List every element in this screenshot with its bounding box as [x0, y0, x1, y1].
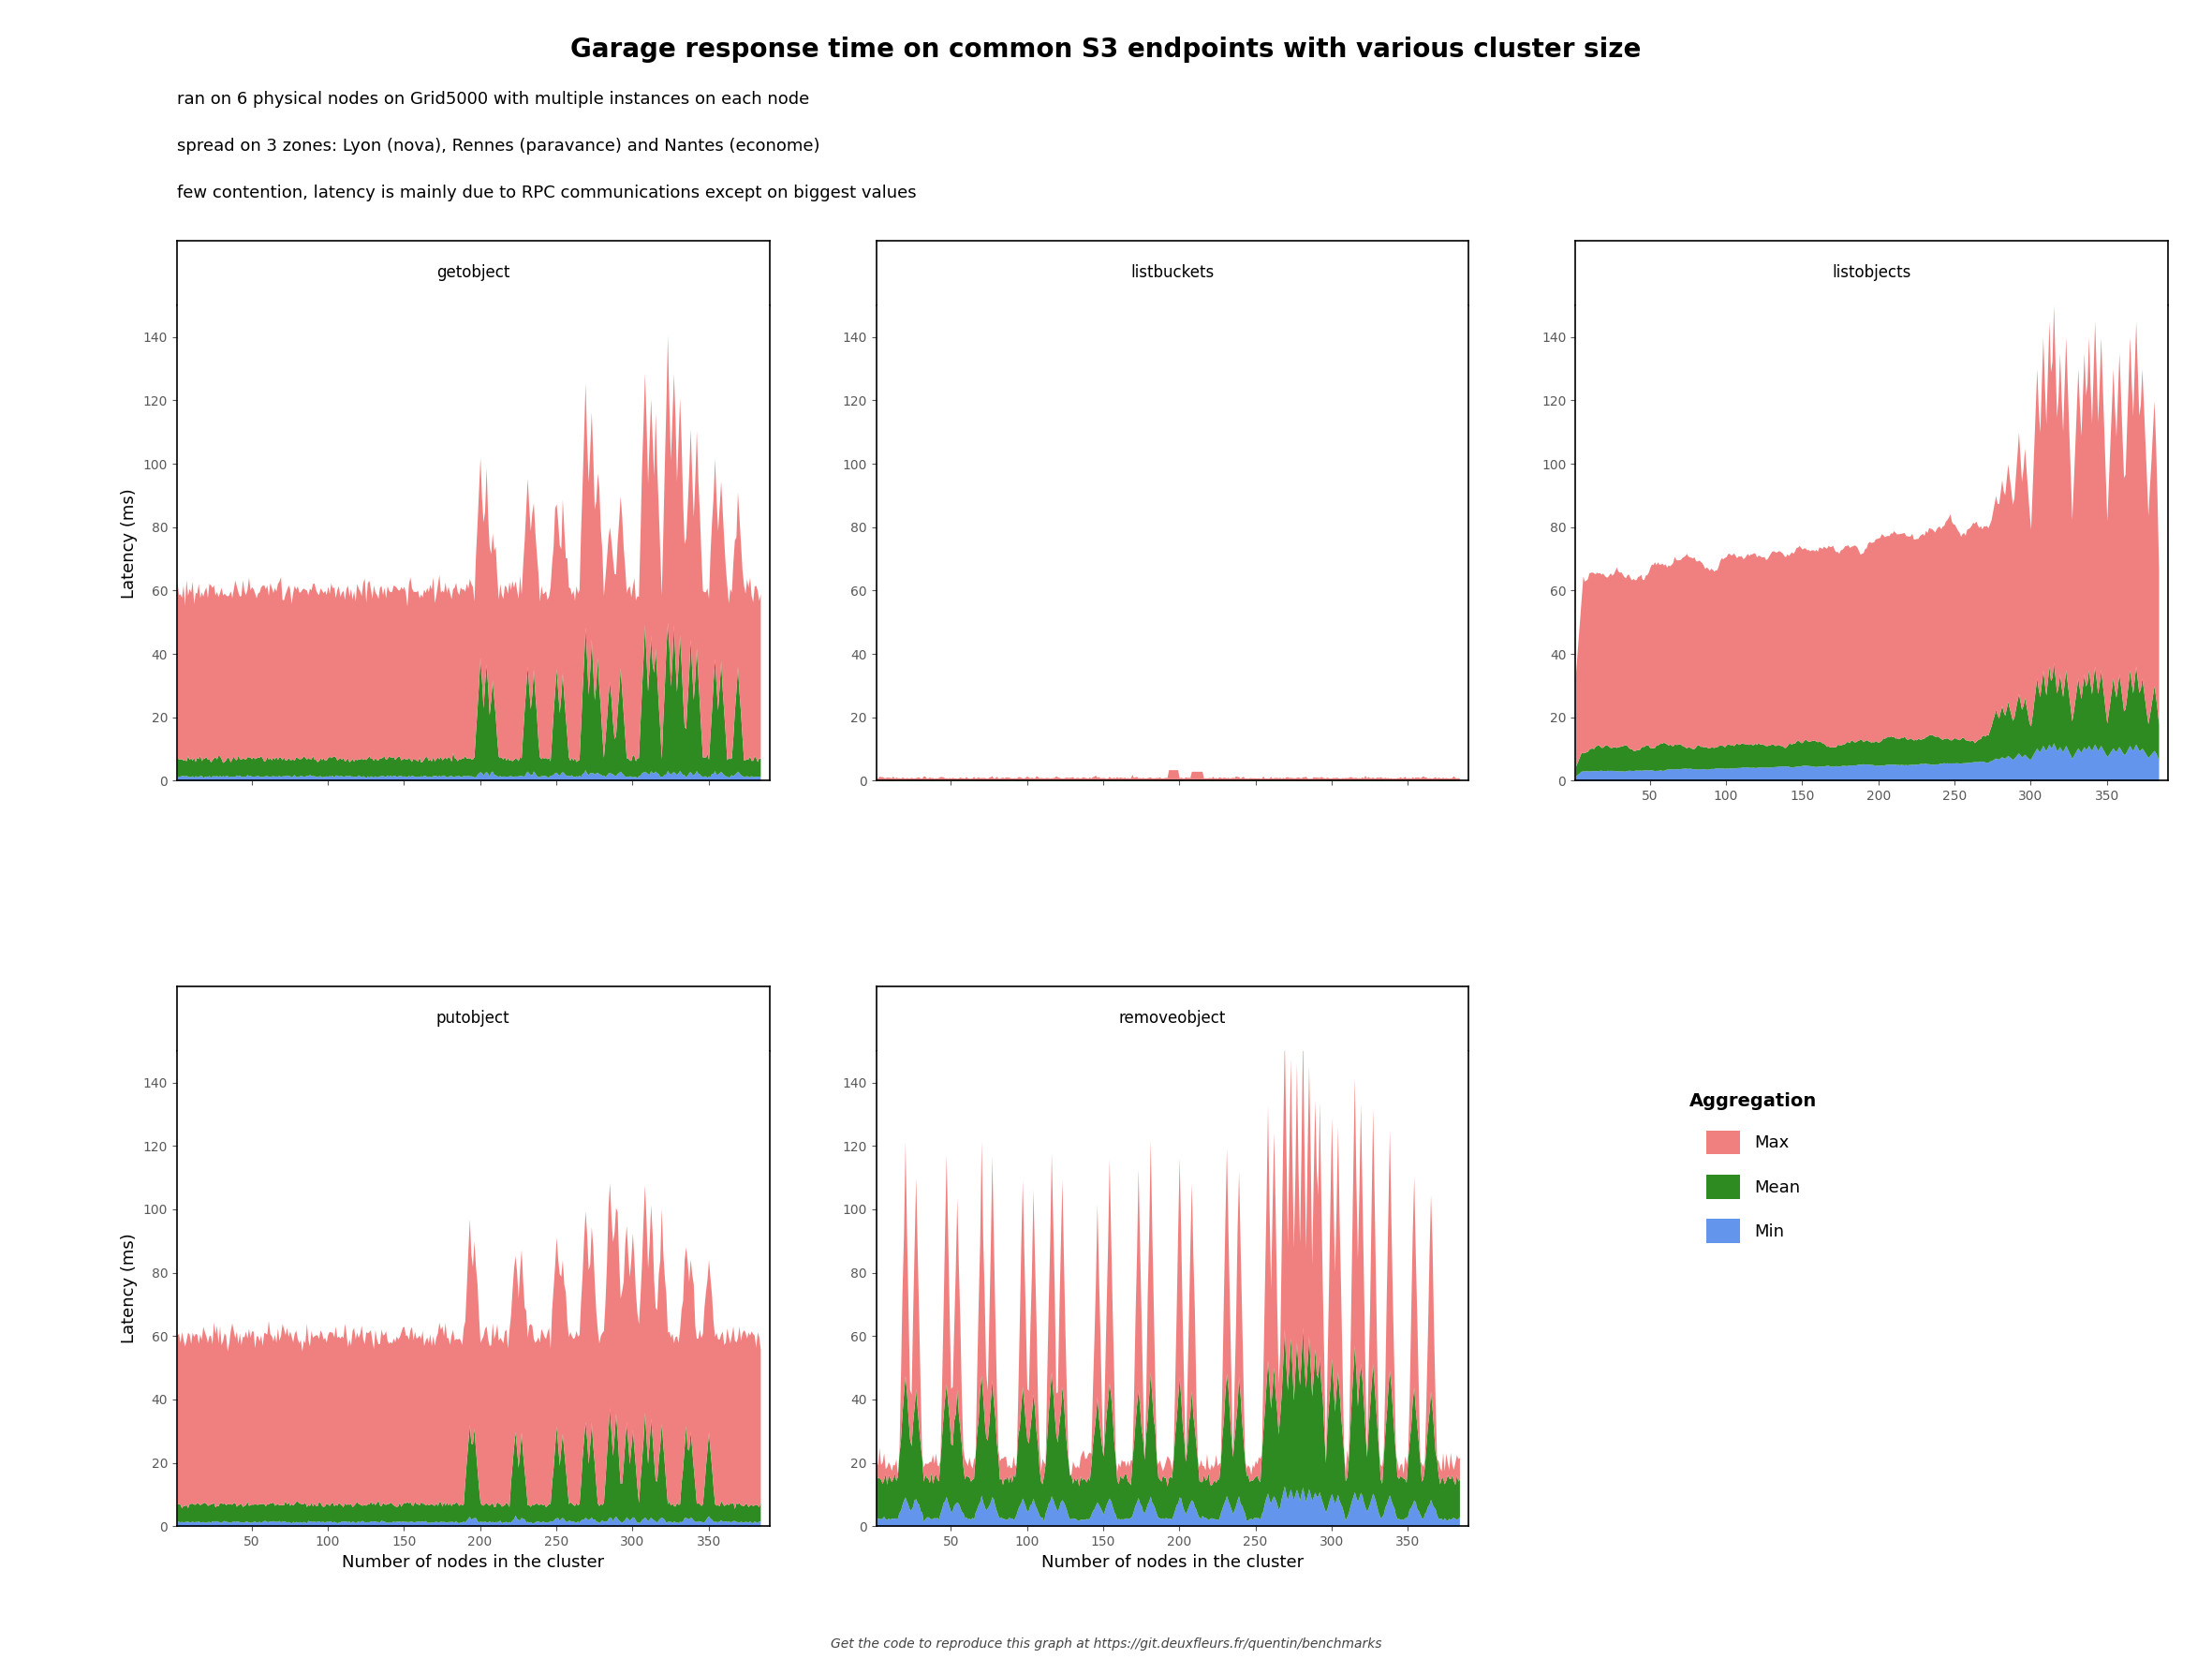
Text: spread on 3 zones: Lyon (nova), Rennes (paravance) and Nantes (econome): spread on 3 zones: Lyon (nova), Rennes (…	[177, 138, 821, 154]
Text: Garage response time on common S3 endpoints with various cluster size: Garage response time on common S3 endpoi…	[571, 36, 1641, 63]
Y-axis label: Latency (ms): Latency (ms)	[122, 1233, 137, 1344]
Legend: Max, Mean, Min: Max, Mean, Min	[1672, 1075, 1834, 1259]
Text: Get the code to reproduce this graph at https://git.deuxfleurs.fr/quentin/benchm: Get the code to reproduce this graph at …	[830, 1637, 1382, 1651]
X-axis label: Number of nodes in the cluster: Number of nodes in the cluster	[343, 1554, 604, 1571]
Text: few contention, latency is mainly due to RPC communications except on biggest va: few contention, latency is mainly due to…	[177, 184, 916, 201]
Text: listbuckets: listbuckets	[1130, 264, 1214, 282]
Text: getobject: getobject	[436, 264, 511, 282]
Text: listobjects: listobjects	[1832, 264, 1911, 282]
Y-axis label: Latency (ms): Latency (ms)	[122, 488, 137, 599]
Text: putobject: putobject	[436, 1010, 511, 1027]
Text: removeobject: removeobject	[1119, 1010, 1225, 1027]
Text: ran on 6 physical nodes on Grid5000 with multiple instances on each node: ran on 6 physical nodes on Grid5000 with…	[177, 91, 810, 108]
X-axis label: Number of nodes in the cluster: Number of nodes in the cluster	[1042, 1554, 1303, 1571]
